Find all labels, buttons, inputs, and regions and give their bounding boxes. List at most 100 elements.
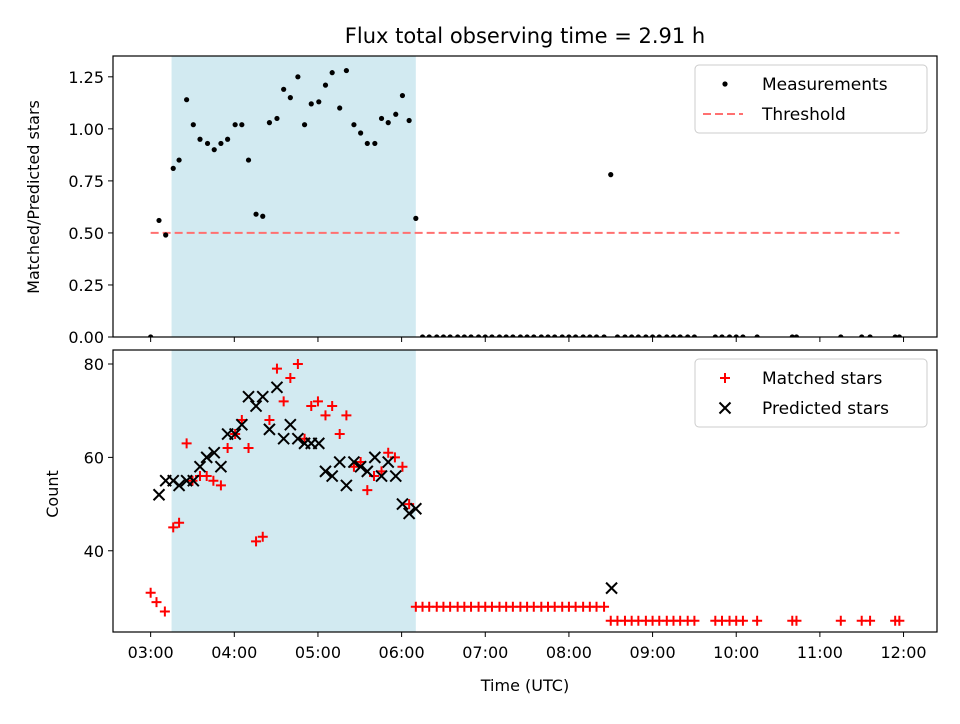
- measurement-point-70: [635, 334, 641, 337]
- measurement-point-86: [793, 334, 800, 337]
- matched-star-marker-8: [201, 471, 212, 482]
- matched-star-marker-36: [397, 461, 408, 472]
- bottom-plot-area: [145, 359, 905, 626]
- matched-star-marker-65: [599, 601, 610, 612]
- matched-star-marker-86: [791, 615, 802, 626]
- measurement-point-87: [838, 334, 844, 337]
- top-y-axis-label: Matched/Predicted stars: [24, 100, 43, 294]
- measurement-point-58: [545, 334, 551, 337]
- measurement-point-37: [406, 117, 412, 124]
- measurement-point-48: [475, 334, 482, 337]
- bottom-y-tick-label-0: 40: [84, 542, 104, 561]
- matched-star-marker-5: [181, 438, 192, 449]
- matched-star-marker-3: [168, 522, 179, 533]
- x-tick-label-1: 04:00: [211, 643, 257, 662]
- matched-star-marker-11: [222, 443, 233, 454]
- matched-star-marker-24: [312, 396, 323, 407]
- x-tick-label-6: 09:00: [630, 643, 676, 662]
- bottom-axes-frame: [112, 349, 938, 633]
- matched-star-marker-9: [208, 475, 219, 486]
- measurement-point-67: [614, 334, 621, 337]
- measurement-point-38: [413, 215, 419, 221]
- measurement-point-90: [892, 334, 898, 337]
- matched-star-marker-28: [341, 410, 352, 421]
- measurement-point-30: [358, 130, 364, 136]
- predicted-star-marker-33: [382, 455, 395, 469]
- predicted-star-marker-32: [375, 469, 388, 483]
- measurement-point-83: [740, 334, 746, 337]
- measurement-point-62: [573, 334, 579, 337]
- measurement-point-43: [440, 334, 447, 337]
- measurement-point-84: [754, 334, 760, 337]
- measurement-point-33: [378, 115, 385, 122]
- predicted-star-marker-15: [256, 390, 269, 403]
- top-plot-area: [148, 67, 902, 337]
- predicted-star-marker-19: [284, 418, 297, 431]
- predicted-star-marker-34: [389, 469, 402, 483]
- legend-threshold-label: Threshold: [761, 105, 846, 125]
- measurement-point-16: [260, 213, 266, 219]
- x-tick-label-4: 07:00: [462, 643, 508, 662]
- top-legend: Measurements Threshold: [694, 64, 928, 134]
- matched-star-marker-89: [865, 615, 876, 626]
- measurement-point-72: [649, 334, 656, 337]
- chart-title: Flux total observing time = 2.91 h: [345, 24, 705, 48]
- bottom-legend: Matched stars Predicted stars: [694, 358, 928, 428]
- measurement-point-8: [204, 140, 211, 147]
- predicted-star-marker-38: [605, 581, 618, 595]
- predicted-star-marker-18: [277, 432, 290, 445]
- matched-star-marker-87: [835, 615, 846, 626]
- measurement-point-53: [510, 334, 516, 337]
- measurement-point-49: [482, 334, 488, 337]
- measurement-point-65: [593, 334, 600, 337]
- matched-star-marker-14: [243, 443, 254, 454]
- predicted-star-marker-28: [347, 455, 361, 469]
- matched-star-marker-27: [334, 429, 345, 440]
- predicted-star-marker-12: [235, 418, 249, 431]
- predicted-star-marker-0: [152, 488, 166, 501]
- measurement-point-22: [301, 122, 308, 128]
- measurement-point-71: [643, 334, 649, 337]
- predicted-star-marker-11: [228, 427, 242, 441]
- bottom-observing-interval-shade: [171, 350, 416, 632]
- measurement-point-46: [461, 334, 467, 337]
- measurement-point-13: [239, 122, 245, 128]
- x-tick-label-7: 10:00: [713, 643, 759, 662]
- matched-star-marker-25: [320, 410, 331, 421]
- predicted-star-marker-25: [325, 469, 339, 483]
- measurement-point-21: [295, 74, 301, 80]
- matched-star-marker-20: [285, 373, 296, 384]
- top-observing-interval-shade: [171, 56, 416, 337]
- measurement-point-10: [218, 140, 224, 147]
- matched-star-marker-10: [215, 480, 226, 491]
- predicted-star-marker-26: [333, 455, 346, 469]
- legend-matched-label: Matched stars: [762, 369, 882, 389]
- x-tick-label-8: 11:00: [797, 643, 843, 662]
- measurement-point-1: [156, 217, 162, 224]
- predicted-star-marker-7: [200, 451, 213, 464]
- measurement-point-81: [726, 334, 733, 337]
- measurement-point-25: [322, 82, 329, 88]
- measurement-point-3: [170, 165, 176, 171]
- matched-star-marker-83: [737, 615, 748, 626]
- measurement-point-2: [163, 232, 169, 238]
- top-y-tick-label-4: 1.00: [68, 120, 104, 139]
- measurement-point-59: [552, 334, 558, 337]
- legend-measurements-label: Measurements: [762, 75, 888, 95]
- matched-star-marker-78: [689, 615, 700, 626]
- measurement-point-28: [343, 67, 349, 74]
- predicted-star-marker-30: [361, 465, 374, 478]
- x-tick-label-2: 05:00: [295, 643, 341, 662]
- predicted-star-marker-23: [312, 437, 325, 450]
- measurement-point-0: [148, 334, 154, 337]
- predicted-star-marker-31: [368, 451, 382, 464]
- measurement-point-42: [434, 334, 440, 337]
- measurement-point-55: [524, 334, 530, 337]
- x-tick-label-5: 08:00: [546, 643, 592, 662]
- matched-star-marker-4: [174, 517, 185, 528]
- predicted-star-marker-9: [214, 460, 228, 473]
- matched-star-marker-23: [306, 401, 317, 412]
- top-y-tick-label-3: 0.75: [68, 172, 104, 191]
- predicted-star-marker-24: [319, 465, 332, 478]
